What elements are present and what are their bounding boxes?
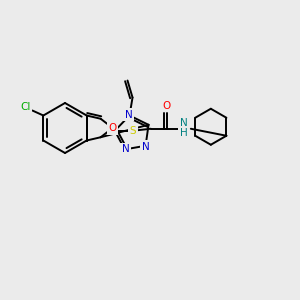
- Text: S: S: [130, 126, 136, 136]
- Text: N: N: [142, 142, 149, 152]
- Text: Cl: Cl: [20, 103, 31, 112]
- Text: N: N: [124, 110, 132, 119]
- Text: H: H: [180, 128, 188, 138]
- Text: N: N: [180, 118, 188, 128]
- Text: N: N: [122, 144, 130, 154]
- Text: O: O: [109, 123, 117, 133]
- Text: O: O: [163, 101, 171, 111]
